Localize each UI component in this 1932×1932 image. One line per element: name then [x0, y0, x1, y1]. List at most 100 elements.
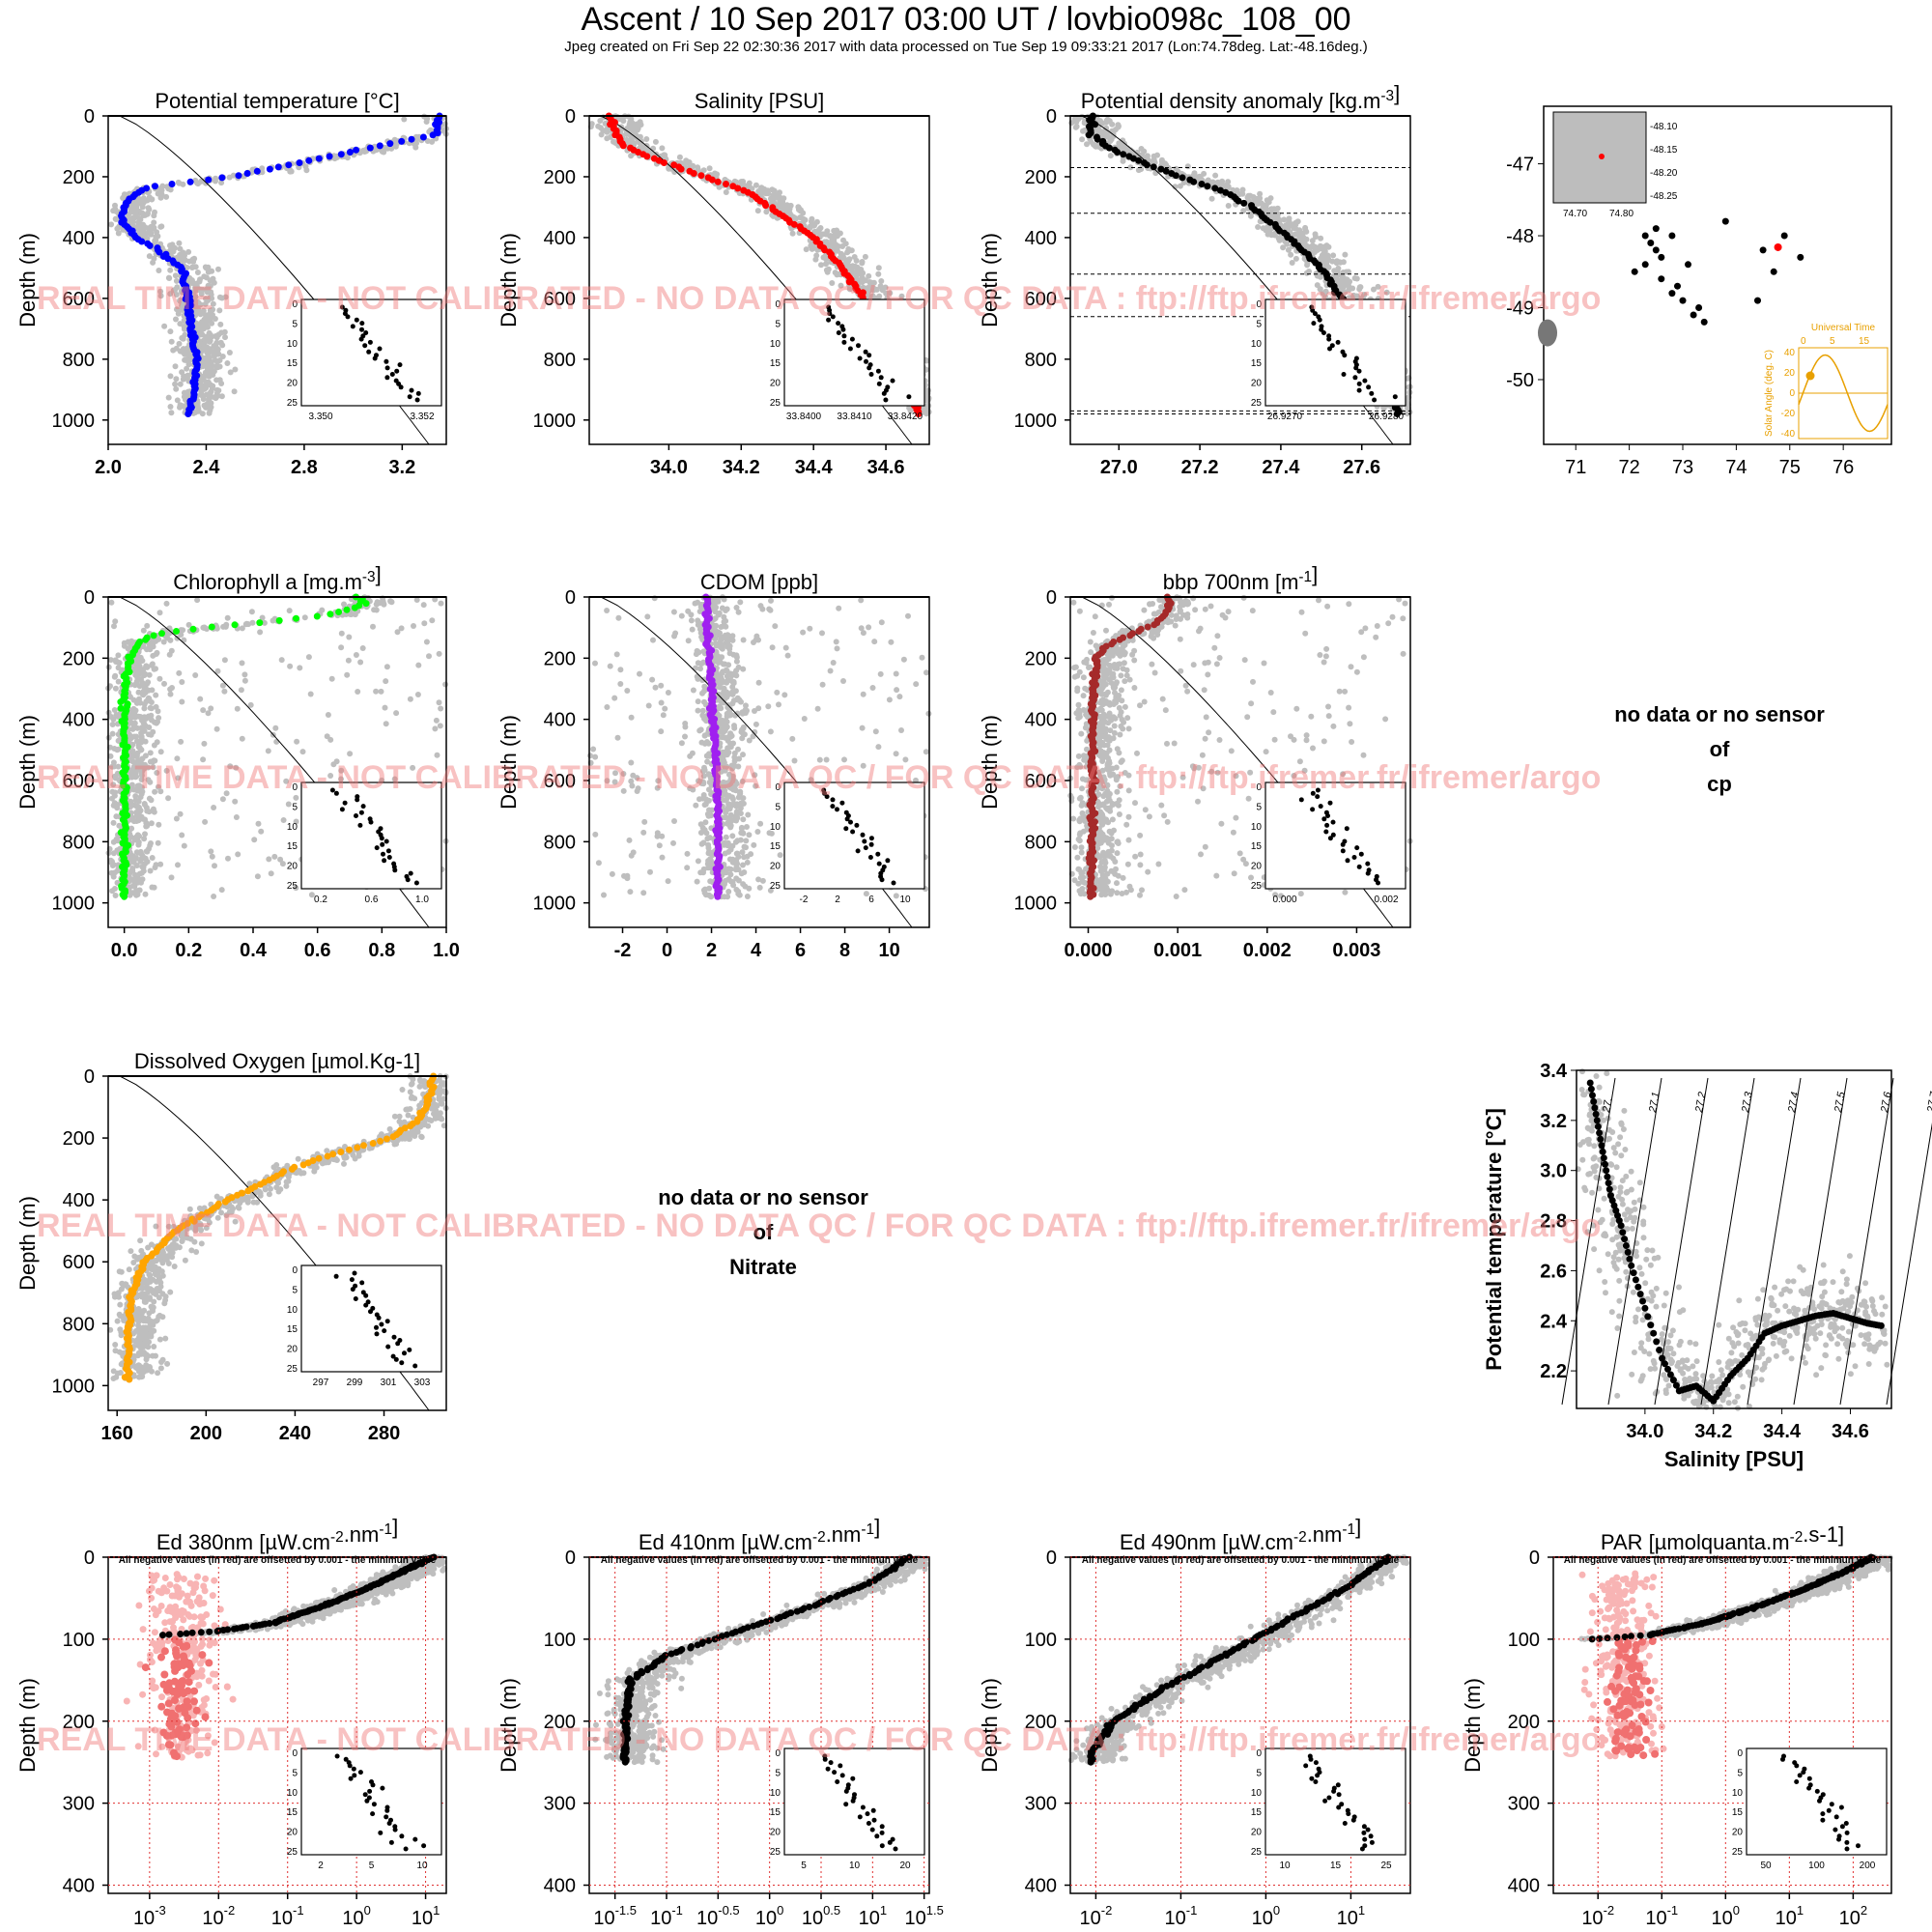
cloud-point: [156, 675, 163, 682]
cloud-point: [213, 363, 219, 370]
cloud-point: [283, 778, 290, 784]
cloud-point: [373, 688, 380, 695]
x-tick-label: 27.4: [1262, 457, 1300, 478]
cloud-point: [136, 683, 143, 690]
cloud-point: [164, 635, 171, 641]
cloud-point: [380, 598, 386, 605]
cloud-point: [859, 260, 866, 267]
cloud-point: [213, 725, 220, 732]
cloud-point: [203, 404, 209, 411]
cloud-point: [1184, 163, 1191, 170]
inset-point: [1356, 381, 1362, 386]
inset-point: [1311, 321, 1317, 327]
inset-point: [1327, 346, 1332, 352]
cloud-point: [138, 851, 145, 858]
cloud-point: [173, 316, 179, 323]
cloud-point: [108, 221, 115, 228]
cloud-point: [111, 792, 118, 799]
cloud-point: [303, 167, 310, 174]
cloud-point: [755, 679, 762, 686]
cloud-point: [167, 373, 174, 380]
profile-point: [231, 621, 239, 629]
cloud-point: [856, 270, 863, 277]
inset-y-tick-label: 25: [287, 398, 298, 409]
cloud-point: [763, 189, 770, 196]
cloud-point: [695, 858, 701, 865]
x-tick-label: 34.4: [795, 457, 834, 478]
cloud-point: [186, 275, 193, 282]
cloud-point: [652, 138, 659, 145]
cloud-point: [338, 767, 345, 774]
cloud-point: [846, 256, 853, 263]
cloud-point: [128, 834, 134, 840]
cloud-point: [136, 696, 142, 702]
y-tick-label: 600: [63, 289, 95, 310]
cloud-point: [213, 352, 219, 357]
cloud-point: [179, 306, 185, 313]
inset-point: [342, 800, 348, 806]
profile-point: [266, 165, 273, 173]
cloud-point: [223, 621, 230, 628]
inset-point: [1321, 330, 1326, 335]
cloud-point: [131, 771, 138, 778]
cloud-point: [1225, 179, 1232, 185]
cloud-point: [837, 230, 843, 237]
y-axis-label: Depth (m): [15, 715, 40, 810]
cloud-point: [138, 210, 145, 216]
cloud-point: [149, 196, 156, 203]
cloud-point: [165, 394, 172, 401]
cloud-point: [174, 635, 181, 641]
cloud-point: [769, 644, 776, 651]
cloud-point: [357, 659, 364, 666]
cloud-point: [205, 282, 212, 289]
cloud-point: [148, 699, 155, 705]
cloud-point: [265, 748, 271, 754]
cloud-point: [420, 602, 427, 609]
cloud-point: [723, 189, 729, 195]
cloud-point: [131, 883, 138, 890]
cloud-point: [213, 377, 220, 384]
cloud-point: [254, 873, 261, 880]
cloud-point: [630, 849, 637, 856]
cloud-point: [774, 689, 781, 696]
cloud-point: [215, 266, 221, 272]
inset-point: [875, 368, 881, 374]
cloud-point: [838, 282, 844, 289]
inset-point: [405, 877, 411, 883]
inset-frame: [1264, 298, 1406, 407]
profile-point: [158, 630, 165, 638]
inset-point: [1317, 317, 1322, 323]
cloud-point: [208, 363, 214, 370]
cloud-point: [112, 685, 119, 692]
cloud-point: [211, 805, 217, 810]
inset-y-tick-label: 20: [770, 379, 781, 389]
cloud-point: [746, 832, 753, 838]
cloud-point: [731, 723, 737, 729]
cloud-point: [161, 680, 167, 687]
panel-title: Salinity [PSU]: [695, 89, 825, 113]
inset-x-tick-label: 33.8420: [888, 412, 923, 422]
cloud-point: [224, 614, 231, 621]
cloud-point: [737, 599, 744, 606]
cloud-point: [814, 705, 821, 712]
cloud-point: [143, 805, 150, 811]
cloud-point: [197, 696, 204, 702]
y-tick-label: 800: [63, 350, 95, 371]
cloud-point: [242, 677, 248, 684]
cloud-point: [135, 841, 142, 848]
inset-y-tick-label: 25: [770, 398, 781, 409]
cloud-point: [739, 735, 746, 742]
cloud-point: [195, 307, 202, 314]
cloud-point: [190, 289, 197, 296]
cloud-point: [1306, 269, 1312, 274]
profile-point: [734, 185, 742, 192]
inset-point: [333, 790, 339, 796]
x-tick-label: 27.0: [1100, 457, 1138, 478]
cloud-point: [226, 350, 233, 355]
cloud-point: [139, 876, 146, 883]
cloud-point: [670, 839, 676, 846]
cloud-point: [695, 599, 701, 606]
cloud-point: [1289, 222, 1295, 229]
